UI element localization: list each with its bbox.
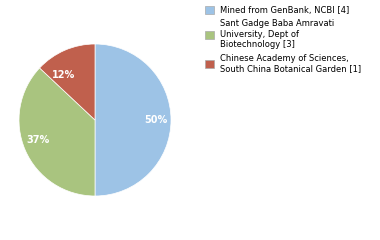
Wedge shape (40, 44, 95, 120)
Text: 37%: 37% (27, 135, 50, 145)
Wedge shape (19, 68, 95, 196)
Text: 50%: 50% (144, 115, 168, 125)
Text: 12%: 12% (52, 70, 75, 80)
Wedge shape (95, 44, 171, 196)
Legend: Mined from GenBank, NCBI [4], Sant Gadge Baba Amravati
University, Dept of
Biote: Mined from GenBank, NCBI [4], Sant Gadge… (204, 4, 363, 75)
